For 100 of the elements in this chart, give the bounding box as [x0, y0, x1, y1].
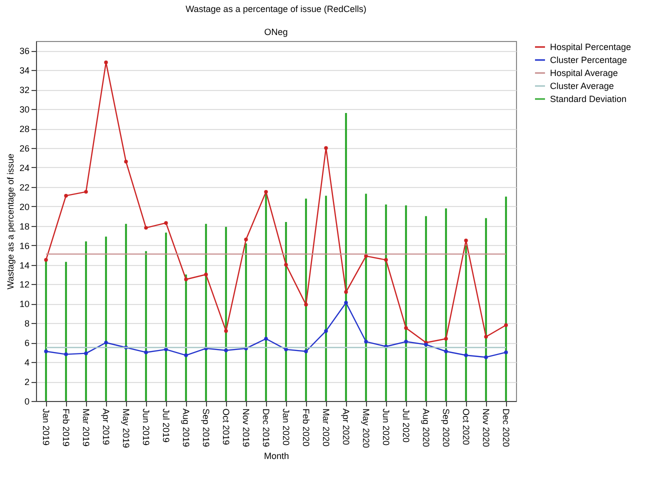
bar — [165, 232, 167, 401]
point — [164, 221, 168, 225]
point — [484, 334, 488, 339]
y-tick-label: 12 — [19, 280, 30, 290]
y-tick-label: 36 — [19, 46, 30, 56]
point — [84, 351, 88, 356]
x-tick-label: Feb 2020 — [301, 408, 311, 447]
point — [184, 353, 188, 358]
legend-label: Cluster Percentage — [550, 55, 628, 65]
x-tick-label: Dec 2020 — [501, 408, 511, 448]
point — [144, 226, 148, 230]
bar — [305, 198, 307, 401]
point — [304, 302, 308, 307]
bar — [285, 222, 287, 401]
bar — [345, 113, 347, 401]
point — [344, 290, 348, 294]
point — [444, 350, 448, 354]
point — [304, 350, 308, 354]
point — [44, 258, 48, 262]
legend-label: Hospital Percentage — [550, 42, 632, 52]
x-tick-label: May 2020 — [361, 408, 371, 448]
x-tick-label: Jan 2020 — [281, 408, 291, 446]
chart-title: Wastage as a percentage of issue (RedCells) — [186, 4, 366, 14]
point — [504, 323, 508, 327]
y-tick-label: 22 — [19, 182, 30, 192]
y-tick-label: 16 — [19, 240, 30, 251]
point — [464, 353, 468, 358]
bar — [425, 216, 427, 401]
x-tick-label: Nov 2020 — [481, 408, 491, 448]
point — [244, 238, 248, 242]
x-tick-label: Nov 2019 — [241, 408, 251, 448]
y-tick-label: 10 — [19, 299, 30, 310]
legend-label: Hospital Average — [550, 68, 618, 78]
point — [344, 300, 348, 305]
bar — [145, 251, 147, 401]
x-tick-label: Jun 2019 — [141, 408, 151, 446]
point — [104, 60, 108, 64]
x-tick-label: May 2019 — [121, 408, 131, 448]
point — [404, 340, 408, 344]
bar — [365, 194, 367, 401]
point — [284, 262, 288, 267]
point — [64, 352, 68, 356]
x-tick-label: Mar 2020 — [321, 408, 331, 447]
y-tick-label: 34 — [19, 66, 30, 76]
bar — [205, 224, 207, 401]
point — [44, 350, 48, 354]
bar — [245, 243, 247, 401]
y-tick-label: 4 — [24, 358, 30, 368]
point — [504, 350, 508, 354]
point — [284, 348, 288, 352]
y-tick-label: 0 — [24, 396, 30, 406]
bar — [85, 241, 87, 401]
bar — [385, 204, 387, 401]
point — [104, 340, 108, 344]
point — [64, 194, 68, 198]
point — [264, 190, 268, 194]
x-tick-label: Mar 2019 — [81, 408, 91, 447]
y-tick-label: 6 — [24, 338, 30, 348]
point — [484, 355, 488, 360]
legend-label: Cluster Average — [550, 81, 614, 91]
point — [364, 254, 368, 258]
y-tick-label: 20 — [19, 202, 30, 212]
point — [84, 190, 88, 194]
point — [384, 258, 388, 262]
point — [364, 340, 368, 344]
bar — [225, 226, 227, 401]
y-tick-label: 28 — [19, 124, 30, 134]
point — [224, 329, 228, 333]
x-tick-label: Aug 2019 — [181, 408, 191, 448]
bar — [185, 274, 187, 401]
x-tick-label: Aug 2020 — [421, 408, 431, 448]
y-tick-label: 26 — [19, 144, 30, 154]
point — [164, 348, 168, 352]
y-tick-label: 24 — [19, 162, 30, 173]
y-tick-label: 30 — [19, 104, 30, 115]
x-tick-label: Jan 2019 — [41, 408, 51, 446]
bar — [105, 236, 107, 401]
x-tick-label: Sep 2019 — [201, 408, 211, 448]
x-tick-label: Apr 2019 — [101, 408, 111, 446]
x-tick-label: Oct 2019 — [221, 408, 231, 446]
point — [144, 350, 148, 354]
x-tick-label: Dec 2019 — [261, 408, 271, 448]
point — [324, 146, 328, 150]
point — [404, 326, 408, 330]
x-tick-label: Apr 2020 — [341, 408, 351, 446]
chart-subtitle: ONeg — [264, 27, 288, 37]
x-tick-label: Sep 2020 — [441, 408, 451, 448]
bar — [65, 262, 67, 401]
point — [204, 272, 208, 276]
point — [124, 160, 128, 164]
bar — [465, 245, 467, 401]
point — [264, 336, 268, 341]
y-tick-label: 18 — [19, 221, 30, 232]
point — [464, 238, 468, 242]
point — [184, 278, 188, 282]
x-tick-label: Jun 2020 — [381, 408, 391, 446]
bar — [445, 208, 447, 401]
y-tick-label: 8 — [24, 318, 30, 329]
y-axis-title: Wastage as a percentage of issue — [5, 154, 16, 290]
point — [444, 336, 448, 341]
